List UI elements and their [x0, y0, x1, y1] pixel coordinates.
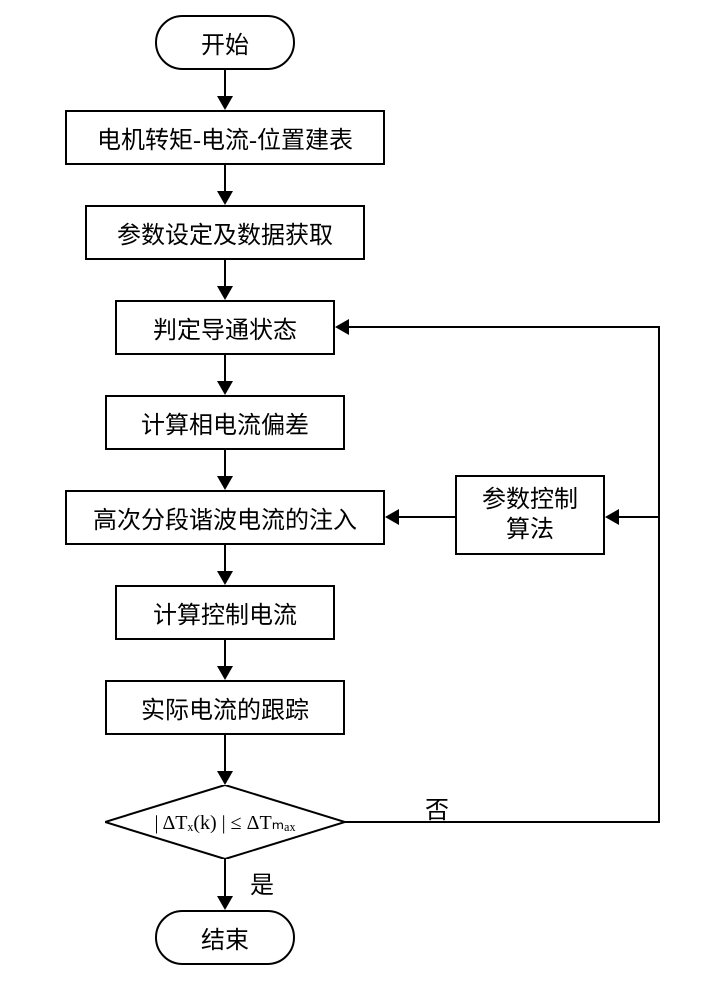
- flow-inject-label: 高次分段谐波电流的注入: [93, 500, 357, 535]
- arrow-left-icon: [385, 509, 399, 525]
- flow-param-set: 参数设定及数据获取: [85, 205, 365, 260]
- flow-decision: | ΔTₓ(k) | ≤ ΔTₘₐₓ: [105, 785, 345, 859]
- edge-line: [658, 327, 660, 823]
- flow-param-set-label: 参数设定及数据获取: [117, 215, 333, 250]
- arrow-down-icon: [217, 96, 233, 110]
- flow-build-table: 电机转矩-电流-位置建表: [65, 110, 385, 165]
- arrow-down-icon: [217, 896, 233, 910]
- flow-track-label: 实际电流的跟踪: [141, 690, 309, 725]
- edge-line: [224, 640, 226, 668]
- edge-line: [619, 516, 660, 518]
- flow-track: 实际电流的跟踪: [105, 680, 345, 735]
- flow-start-label: 开始: [201, 25, 249, 60]
- flow-calc-ctrl: 计算控制电流: [115, 585, 335, 640]
- flow-end-label: 结束: [201, 920, 249, 955]
- edge-line: [224, 260, 226, 288]
- flow-calc-dev: 计算相电流偏差: [105, 395, 345, 450]
- edge-line: [224, 545, 226, 573]
- edge-line: [224, 450, 226, 478]
- arrow-down-icon: [217, 771, 233, 785]
- flow-ctrl-alg-label: 参数控制 算法: [482, 485, 578, 545]
- flow-ctrl-alg: 参数控制 算法: [455, 475, 605, 555]
- edge-line: [345, 821, 660, 823]
- arrow-down-icon: [217, 381, 233, 395]
- flow-start: 开始: [155, 15, 295, 70]
- edge-line: [224, 859, 226, 898]
- arrow-down-icon: [217, 571, 233, 585]
- edge-label-no: 否: [425, 790, 449, 825]
- arrow-down-icon: [217, 191, 233, 205]
- flow-end: 结束: [155, 910, 295, 965]
- flow-calc-ctrl-label: 计算控制电流: [153, 595, 297, 630]
- arrow-down-icon: [217, 286, 233, 300]
- edge-line: [349, 326, 660, 328]
- arrow-down-icon: [217, 476, 233, 490]
- flow-build-table-label: 电机转矩-电流-位置建表: [97, 120, 353, 155]
- flow-judge-state-label: 判定导通状态: [153, 310, 297, 345]
- arrow-left-icon: [605, 509, 619, 525]
- edge-line: [224, 165, 226, 193]
- flow-judge-state: 判定导通状态: [115, 300, 335, 355]
- edge-line: [224, 735, 226, 773]
- edge-line: [224, 355, 226, 383]
- arrow-down-icon: [217, 666, 233, 680]
- flow-decision-label: | ΔTₓ(k) | ≤ ΔTₘₐₓ: [155, 810, 296, 835]
- flow-inject: 高次分段谐波电流的注入: [65, 490, 385, 545]
- edge-label-yes: 是: [250, 865, 274, 900]
- flow-calc-dev-label: 计算相电流偏差: [141, 405, 309, 440]
- edge-line: [224, 70, 226, 98]
- edge-line: [399, 516, 455, 518]
- arrow-left-icon: [335, 319, 349, 335]
